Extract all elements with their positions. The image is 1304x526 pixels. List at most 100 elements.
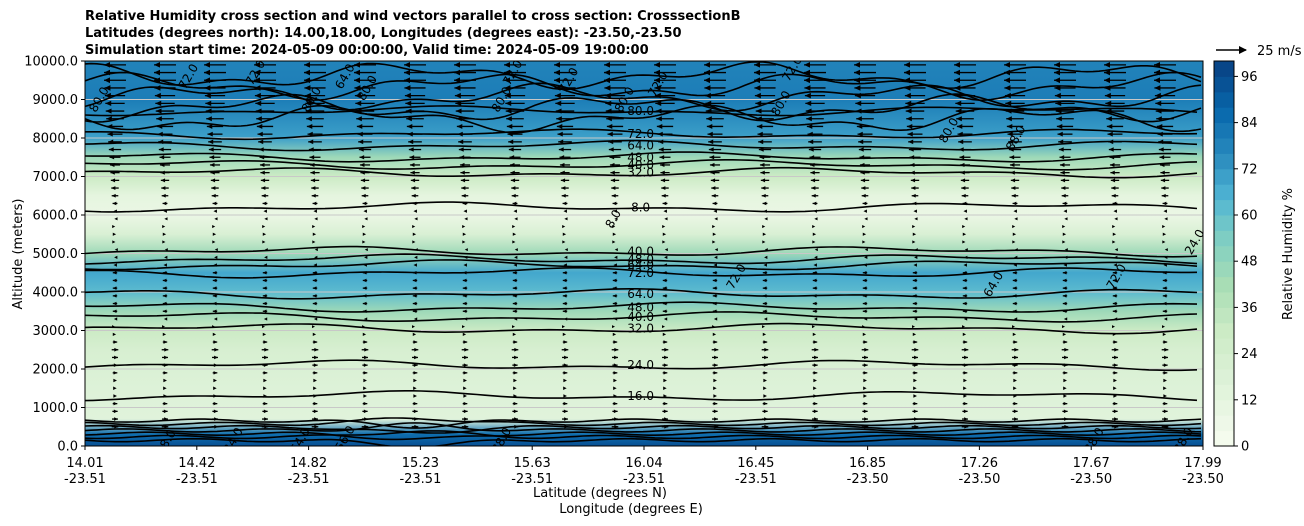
wind-vector-head <box>354 77 360 84</box>
wind-vector-head <box>960 178 966 183</box>
wind-vector-head <box>162 325 165 329</box>
wind-vector-head <box>113 209 117 213</box>
wind-vector-head <box>454 62 460 68</box>
wind-vector-head <box>712 201 717 206</box>
wind-vector-head <box>614 248 618 252</box>
wind-vector-head <box>612 225 616 229</box>
colorbar-tick-label: 48 <box>1241 255 1258 270</box>
wind-vector-head <box>762 225 766 229</box>
wind-vector-head <box>762 232 767 236</box>
wind-vector-head <box>404 69 410 76</box>
wind-vector-head <box>962 278 967 283</box>
wind-vector-head <box>662 301 667 306</box>
wind-vector-head <box>413 340 418 344</box>
wind-vector-head <box>1162 201 1167 206</box>
wind-vector-head <box>611 193 616 198</box>
wind-vector-head <box>1006 116 1012 122</box>
wind-vector-head <box>811 193 816 198</box>
wind-vector-head <box>264 248 268 252</box>
wind-vector-head <box>155 100 162 107</box>
plot-area: 8.016.024.032.040.048.064.072.064.048.04… <box>84 60 1204 447</box>
wind-vector-head <box>356 123 363 129</box>
wind-vector-head <box>914 347 919 352</box>
wind-vector-head <box>256 123 263 129</box>
wind-vector-head <box>1114 217 1118 221</box>
wind-vector-head <box>812 309 817 314</box>
wind-vector-head <box>1104 85 1111 91</box>
wind-vector-head <box>262 232 267 236</box>
wind-vector-head <box>212 240 216 244</box>
wind-vector-head <box>612 270 617 275</box>
wind-vector-head <box>413 409 418 414</box>
wind-vector-head <box>705 108 712 114</box>
wind-vector-head <box>1112 332 1117 336</box>
wind-vector-head <box>362 332 367 336</box>
contour-line-upper <box>85 82 1202 112</box>
wind-vector-head <box>459 155 465 160</box>
wind-vector-head <box>262 325 265 329</box>
wind-vector-head <box>662 270 667 275</box>
wind-vector-head <box>912 278 917 283</box>
contour-label: 40.0 <box>627 310 654 324</box>
wind-vector-head <box>1054 77 1060 84</box>
contour-line <box>85 322 1198 335</box>
wind-vector-head <box>706 123 713 129</box>
wind-vector-head <box>514 255 518 259</box>
wind-vector-head <box>462 232 467 236</box>
contour-line-boundary <box>85 418 1202 429</box>
wind-vector-head <box>964 355 968 360</box>
wind-vector-head <box>810 170 815 175</box>
wind-vector-head <box>955 100 962 107</box>
wind-vector-head <box>154 69 160 76</box>
wind-vector-head <box>113 409 118 414</box>
wind-vector-head <box>214 355 218 360</box>
colorbar-swatch <box>1214 184 1234 201</box>
wind-vector-head <box>962 301 967 306</box>
colorbar-swatch <box>1214 322 1234 339</box>
wind-vector-head <box>1154 77 1160 84</box>
wind-vector-head <box>813 340 818 344</box>
colorbar-swatch <box>1214 353 1234 370</box>
wind-vector-head <box>755 108 762 114</box>
wind-vector-head <box>312 301 317 306</box>
wind-vector-head <box>1163 394 1167 398</box>
wind-vector-head <box>514 248 518 252</box>
wind-vector-head <box>913 317 918 321</box>
wind-vector-head <box>1059 162 1065 168</box>
wind-vector-head <box>462 332 467 336</box>
wind-vector-head <box>961 193 966 198</box>
wind-vector-head <box>1064 248 1068 252</box>
wind-vector-head <box>1111 193 1116 198</box>
wind-vector-head <box>157 131 163 137</box>
wind-vector-head <box>814 347 819 352</box>
wind-vector-head <box>159 162 165 168</box>
wind-vector-head <box>1013 401 1018 406</box>
wind-vector-head <box>1062 286 1067 290</box>
wind-vector-head <box>457 131 463 137</box>
y-tick-label: 8000.0 <box>33 132 79 147</box>
wind-vector-head <box>814 217 818 221</box>
wind-vector-head <box>757 131 763 137</box>
wind-vector-head <box>563 394 567 398</box>
wind-vector-head <box>412 225 416 229</box>
wind-vector-head <box>104 62 110 68</box>
wind-vector-head <box>214 255 218 259</box>
wind-vector-head <box>1014 347 1019 352</box>
wind-vector-head <box>162 270 167 275</box>
wind-vector-head <box>1063 386 1067 390</box>
wind-vector-head <box>462 278 467 283</box>
y-tick-label: 2000.0 <box>33 363 79 378</box>
wind-vector-head <box>905 108 912 114</box>
wind-vector-head <box>958 139 964 145</box>
colorbar-swatch <box>1214 153 1234 170</box>
wind-vector-head <box>764 424 769 429</box>
wind-vector-head <box>812 286 817 290</box>
contour-line <box>85 301 1198 313</box>
wind-vector-head <box>664 417 668 421</box>
wind-vector-head <box>212 325 215 329</box>
wind-vector-head <box>314 255 318 259</box>
wind-vector-head <box>963 209 967 213</box>
wind-vector-head <box>1155 100 1162 107</box>
wind-vector-head <box>1012 309 1017 314</box>
